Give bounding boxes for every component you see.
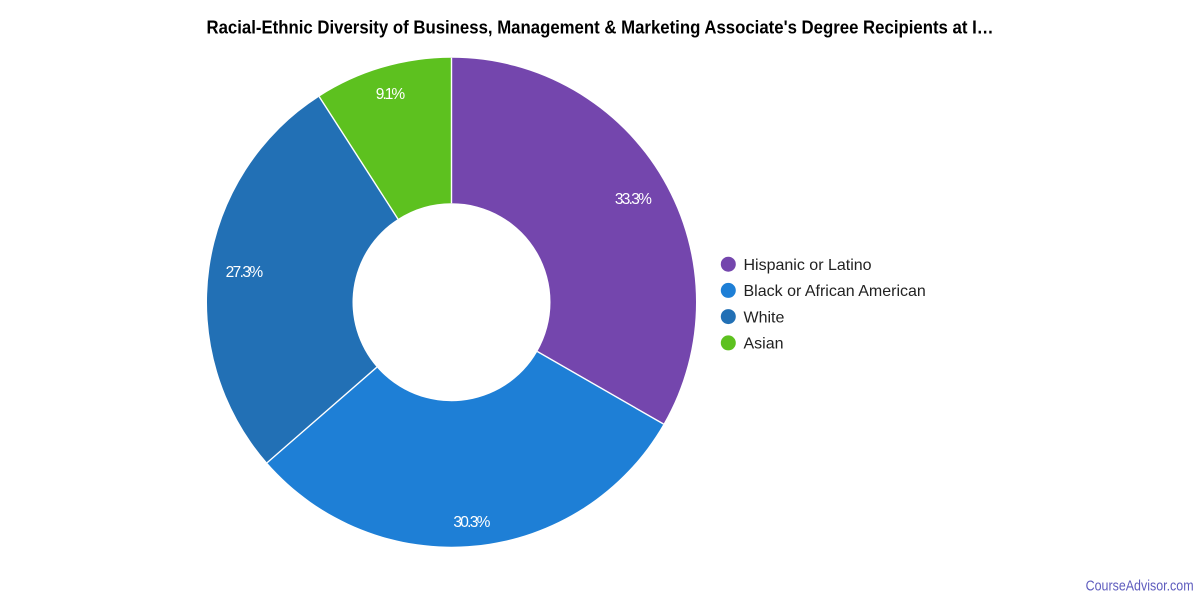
svg-text:White: White bbox=[744, 309, 785, 326]
svg-text:30.3%: 30.3% bbox=[453, 514, 490, 531]
svg-text:Racial-Ethnic Diversity of Bus: Racial-Ethnic Diversity of Business, Man… bbox=[207, 18, 994, 38]
svg-text:33.3%: 33.3% bbox=[615, 191, 652, 208]
svg-text:27.3%: 27.3% bbox=[226, 264, 264, 281]
svg-text:9.1%: 9.1% bbox=[376, 86, 406, 103]
svg-text:Black or African American: Black or African American bbox=[744, 283, 926, 300]
svg-text:Asian: Asian bbox=[744, 336, 784, 353]
svg-text:CourseAdvisor.com: CourseAdvisor.com bbox=[1086, 578, 1194, 594]
svg-text:Hispanic or Latino: Hispanic or Latino bbox=[744, 257, 872, 274]
